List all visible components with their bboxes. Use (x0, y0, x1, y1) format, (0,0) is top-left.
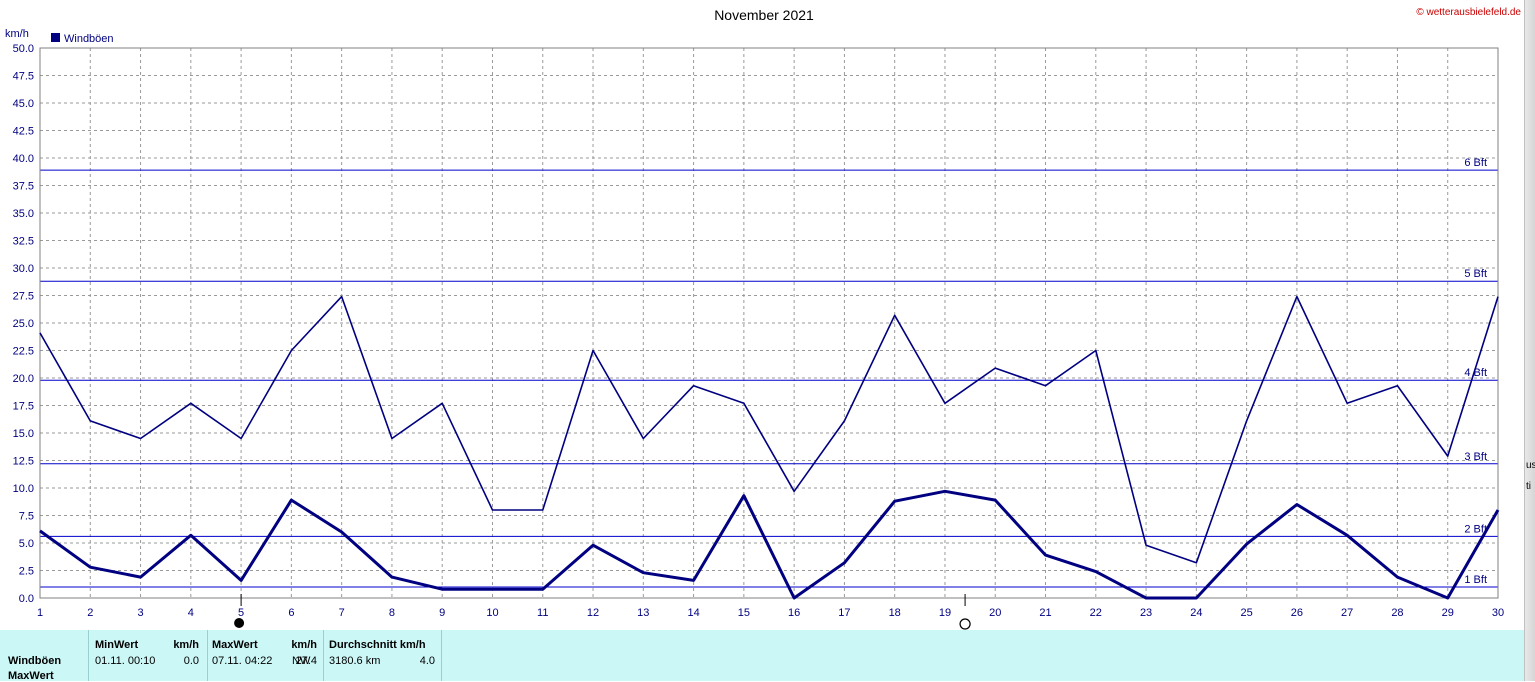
x-tick-label: 6 (288, 607, 294, 619)
y-tick-label: 35.0 (13, 208, 34, 220)
min-unit: km/h (173, 639, 199, 651)
y-tick-label: 10.0 (13, 483, 34, 495)
x-tick-label: 7 (339, 607, 345, 619)
stats-row-label-2: MaxWert (8, 670, 54, 682)
beaufort-label: 1 Bft (1464, 574, 1487, 586)
y-tick-label: 0.0 (19, 593, 34, 605)
x-tick-label: 12 (587, 607, 599, 619)
beaufort-label: 5 Bft (1464, 268, 1487, 280)
max-unit: km/h (291, 639, 317, 651)
beaufort-label: 6 Bft (1464, 157, 1487, 169)
y-tick-label: 5.0 (19, 538, 34, 550)
min-value: 0.0 (183, 655, 199, 667)
x-tick-label: 13 (637, 607, 649, 619)
x-tick-label: 28 (1391, 607, 1403, 619)
y-tick-label: 42.5 (13, 126, 34, 138)
y-tick-label: 20.0 (13, 373, 34, 385)
y-tick-label: 25.0 (13, 318, 34, 330)
avg-header: Durchschnitt km/h (329, 639, 426, 651)
x-tick-label: 17 (838, 607, 850, 619)
statistics-panel: Windböen MaxWert MinWert km/h 01.11. 00:… (0, 630, 1524, 682)
y-axis-unit: km/h (5, 28, 29, 40)
x-tick-label: 1 (37, 607, 43, 619)
y-tick-label: 17.5 (13, 401, 34, 413)
beaufort-label: 4 Bft (1464, 367, 1487, 379)
x-tick-label: 16 (788, 607, 800, 619)
min-date: 01.11. 00:10 (95, 655, 156, 667)
stats-max-column: MaxWert km/h 07.11. 04:22 NW 27.4 (206, 630, 324, 681)
y-tick-label: 15.0 (13, 428, 34, 440)
copyright-text: © wetterausbielefeld.de (1416, 7, 1521, 18)
max-direction: NW (292, 655, 311, 667)
x-tick-label: 5 (238, 607, 244, 619)
y-tick-label: 27.5 (13, 291, 34, 303)
stats-row-label: Windböen (8, 655, 62, 667)
x-tick-label: 23 (1140, 607, 1152, 619)
wind-speed-line (39, 489, 1500, 600)
clipped-text-2: ti (1526, 481, 1531, 492)
x-tick-label: 22 (1090, 607, 1102, 619)
x-tick-label: 19 (939, 607, 951, 619)
stats-min-column: MinWert km/h 01.11. 00:10 0.0 (88, 630, 208, 681)
x-tick-label: 8 (389, 607, 395, 619)
x-tick-label: 18 (889, 607, 901, 619)
avg-value: 4.0 (419, 655, 435, 667)
chart-title: November 2021 (714, 7, 814, 23)
wind-gust-line (39, 295, 1499, 564)
x-tick-label: 11 (537, 607, 548, 619)
x-tick-label: 20 (989, 607, 1001, 619)
wind-chart: November 2021 © wetterausbielefeld.de km… (5, 7, 1521, 630)
y-tick-label: 40.0 (13, 153, 34, 165)
legend-swatch (51, 33, 60, 42)
full-moon-icon (959, 618, 971, 630)
y-tick-label: 22.5 (13, 346, 34, 358)
avg-distance: 3180.6 km (329, 655, 381, 667)
stats-avg-column: Durchschnitt km/h 3180.6 km 4.0 (323, 630, 442, 681)
max-header: MaxWert (212, 639, 258, 651)
x-tick-label: 2 (87, 607, 93, 619)
y-tick-label: 2.5 (19, 566, 34, 578)
legend-label: Windböen (64, 33, 114, 45)
max-date: 07.11. 04:22 (212, 655, 273, 667)
x-tick-label: 24 (1190, 607, 1202, 619)
x-tick-label: 9 (439, 607, 445, 619)
x-tick-label: 4 (188, 607, 194, 619)
x-tick-label: 25 (1240, 607, 1252, 619)
x-tick-label: 15 (738, 607, 750, 619)
window-edge-strip (1524, 0, 1535, 681)
x-tick-label: 29 (1442, 607, 1454, 619)
x-tick-label: 30 (1492, 607, 1504, 619)
x-tick-label: 21 (1039, 607, 1051, 619)
beaufort-label: 2 Bft (1464, 523, 1487, 535)
plot-frame (39, 47, 1499, 599)
min-header: MinWert (95, 639, 139, 651)
beaufort-label: 3 Bft (1464, 451, 1487, 463)
y-tick-label: 37.5 (13, 181, 34, 193)
x-tick-label: 27 (1341, 607, 1353, 619)
y-tick-label: 45.0 (13, 98, 34, 110)
y-tick-label: 32.5 (13, 236, 34, 248)
x-tick-label: 10 (486, 607, 498, 619)
x-tick-label: 14 (687, 607, 699, 619)
y-tick-label: 7.5 (19, 511, 34, 523)
y-tick-label: 12.5 (13, 456, 34, 468)
new-moon-icon (234, 618, 245, 628)
y-tick-label: 30.0 (13, 263, 34, 275)
clipped-text-1: us (1526, 460, 1535, 471)
x-tick-label: 3 (137, 607, 143, 619)
x-tick-label: 26 (1291, 607, 1303, 619)
max-value: 27.4 (295, 655, 317, 667)
y-tick-label: 50.0 (13, 43, 34, 55)
y-tick-label: 47.5 (13, 71, 34, 83)
